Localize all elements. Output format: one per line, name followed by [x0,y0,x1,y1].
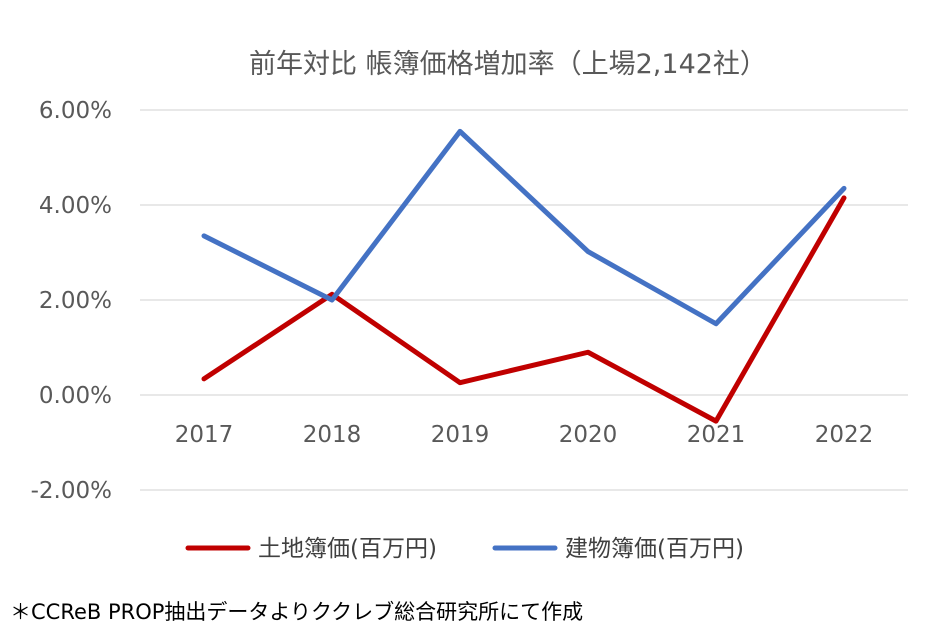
line-chart: 前年対比 帳簿価格増加率（上場2,142社） 6.00% 4.00% 2.00% 0.… [31,49,908,562]
y-tick-label: 2.00% [39,288,112,314]
chart-title: 前年対比 帳簿価格増加率（上場2,142社） [249,49,767,80]
land-book-value-line [201,195,847,424]
y-tick-label: 4.00% [39,193,112,219]
y-axis: 6.00% 4.00% 2.00% 0.00% -2.00% [31,98,112,504]
legend: 土地簿価(百万円) 建物簿価(百万円) [185,536,744,562]
y-tick-label: 0.00% [39,383,112,409]
x-tick-label: 2022 [815,422,874,448]
series-lines [201,128,847,424]
x-tick-label: 2021 [687,422,746,448]
building-book-value-line [201,128,847,327]
legend-label: 土地簿価(百万円) [258,536,437,562]
y-tick-label: 6.00% [39,98,112,124]
x-tick-label: 2019 [431,422,490,448]
x-tick-label: 2017 [175,422,234,448]
x-tick-label: 2018 [303,422,362,448]
x-tick-label: 2020 [559,422,618,448]
legend-label: 建物簿価(百万円) [565,536,744,562]
x-axis: 2017 2018 2019 2020 2021 2022 [175,422,874,448]
y-tick-label: -2.00% [31,478,112,504]
gridlines [140,109,908,491]
source-footnote: ＊CCReB PROP抽出データよりククレブ総合研究所にて作成 [10,600,584,624]
